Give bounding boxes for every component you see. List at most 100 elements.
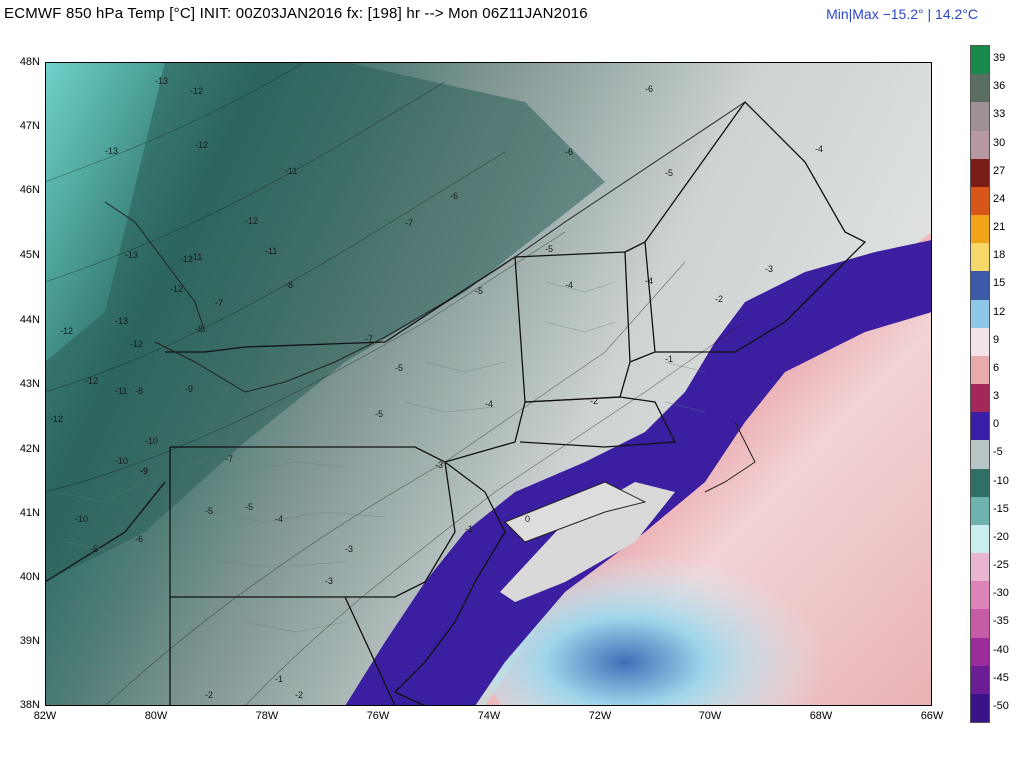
colorbar-segment (971, 665, 989, 695)
lat-label: 43N (19, 378, 40, 390)
lat-label: 39N (19, 635, 40, 647)
lon-label: 82W (33, 710, 57, 722)
contour-label: -1 (665, 354, 673, 364)
colorbar-segment (971, 384, 989, 413)
lon-label: 80W (144, 710, 168, 722)
colorbar-segment (971, 74, 989, 103)
contour-label: -1 (275, 674, 283, 684)
colorbar-segment (971, 693, 989, 723)
lat-label: 45N (19, 249, 40, 261)
contour-label: -9 (140, 466, 148, 476)
colorbar-segment (971, 524, 989, 554)
contour-label: -5 (205, 506, 213, 516)
colorbar-tick-label: 24 (993, 192, 1006, 205)
colorbar-segment (971, 271, 989, 300)
contour-label: -8 (195, 324, 203, 334)
lon-label: 74W (477, 710, 501, 722)
colorbar-tick-label: 18 (993, 249, 1006, 262)
contour-label: -6 (90, 544, 98, 554)
colorbar-tick-label: 27 (993, 164, 1006, 177)
colorbar-segment (971, 102, 989, 131)
contour-label: -12 (60, 326, 73, 336)
lat-label: 48N (19, 56, 40, 68)
lat-label: 41N (19, 507, 40, 519)
contour-label: -4 (275, 514, 283, 524)
colorbar-segment (971, 299, 989, 329)
colorbar-segment (971, 553, 989, 582)
colorbar-tick-label: -30 (993, 587, 1009, 600)
colorbar-tick-label: -25 (993, 559, 1009, 572)
colorbar-segment (971, 637, 989, 667)
contour-label: -11 (285, 166, 297, 176)
state-borders (45, 100, 867, 706)
lon-label: 72W (588, 710, 612, 722)
lat-label: 40N (19, 571, 40, 583)
dark-cold-band (45, 62, 605, 582)
colorbar-tick-label: -10 (993, 474, 1009, 487)
colorbar-tick-label: -35 (993, 615, 1009, 628)
contour-label: -13 (105, 146, 118, 156)
contour-label: -3 (435, 460, 443, 470)
contour-label: -4 (645, 276, 653, 286)
contour-label: -2 (590, 396, 598, 406)
contour-label: -8 (135, 386, 143, 396)
colorbar-tick-label: 33 (993, 108, 1006, 121)
colorbar-tick-label: 3 (993, 390, 1000, 403)
contour-label: -13 (125, 250, 138, 260)
colorbar-segment (971, 355, 989, 385)
coastlines-and-lakes (104, 101, 756, 543)
contour-label: -12 (190, 86, 203, 96)
colorbar-tick-label: -15 (993, 502, 1009, 515)
contour-label: -13 (115, 316, 128, 326)
colorbar-segment (971, 412, 989, 441)
contour-label: -5 (245, 502, 253, 512)
colorbar-segment (971, 158, 989, 188)
map-title: ECMWF 850 hPa Temp [°C] INIT: 00Z03JAN20… (4, 5, 588, 22)
colorbar-tick-label: 15 (993, 277, 1006, 290)
contour-label: -9 (140, 466, 148, 476)
contour-label: -8 (285, 280, 293, 290)
colorbar-tick-label: -20 (993, 530, 1009, 543)
contour-label: -7 (365, 334, 373, 344)
contour-label: -7 (215, 298, 223, 308)
contour-label: -2 (205, 690, 213, 700)
contour-label: -2 (715, 294, 723, 304)
contour-label: -6 (565, 147, 573, 157)
contour-label: -3 (325, 576, 333, 586)
contour-lines (45, 62, 746, 706)
temperature-map[interactable]: -13 -12 -13 -12 -11 -12 -12 -11 -11 -13 … (45, 62, 932, 706)
colorbar-segment (971, 215, 989, 244)
colorbar-tick-label: 6 (993, 361, 1000, 374)
contour-label: -5 (395, 363, 403, 373)
lat-label: 47N (19, 120, 40, 132)
colorbar-segment (971, 440, 989, 469)
colorbar-segment (971, 581, 989, 610)
freezing-band (345, 240, 932, 706)
contour-label: -12 (50, 414, 63, 424)
lon-label: 70W (698, 710, 722, 722)
contour-label: -7 (405, 218, 413, 228)
contour-label: -5 (665, 168, 673, 178)
colorbar-segment (971, 609, 989, 638)
colorbar-segment (971, 46, 989, 75)
colorbar-tick-label: -45 (993, 671, 1009, 684)
contour-label: -10 (115, 456, 128, 466)
lat-label: 44N (19, 314, 40, 326)
contour-label: -11 (190, 252, 202, 262)
lon-label: 78W (255, 710, 279, 722)
colorbar-tick-label: -5 (993, 446, 1003, 459)
county-lines (54, 281, 706, 673)
colorbar-segment (971, 130, 989, 160)
contour-label: -5 (375, 409, 383, 419)
colorbar-tick-label: 9 (993, 333, 1000, 346)
contour-label: -12 (170, 284, 183, 294)
cold-ocean-eddy (485, 552, 885, 706)
colorbar-tick-label: 39 (993, 52, 1006, 65)
contour-label: -6 (645, 84, 653, 94)
contour-label: -1 (465, 524, 473, 534)
lat-label: 42N (19, 443, 40, 455)
colorbar-tick-label: -50 (993, 699, 1009, 712)
contour-label: -11 (265, 246, 277, 256)
colorbar-segment (971, 243, 989, 272)
contour-label: -12 (195, 140, 208, 150)
